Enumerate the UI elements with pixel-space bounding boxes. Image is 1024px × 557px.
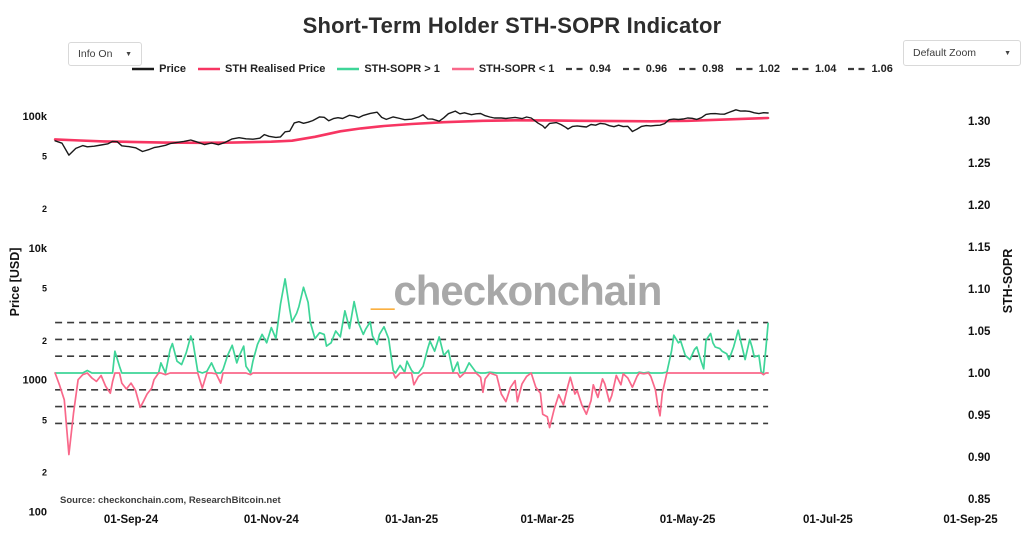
info-dropdown[interactable]: Info On ▼ [68, 42, 142, 66]
legend-swatch [848, 67, 867, 71]
x-axis-tick: 01-Jan-25 [385, 514, 439, 526]
legend-label: STH-SOPR > 1 [364, 63, 440, 75]
y-axis-tick-sopr: 1.25 [968, 158, 991, 170]
watermark: _checkonchain [371, 267, 662, 314]
y-axis-tick-sopr: 1.20 [968, 200, 990, 212]
legend-item-sth-sopr-1[interactable]: STH-SOPR > 1 [336, 63, 440, 75]
x-axis-tick: 01-May-25 [660, 514, 716, 526]
y-axis-tick-price: 10k [29, 243, 48, 255]
y-axis-tick-price: 5 [42, 152, 47, 162]
x-axis-tick: 01-Nov-24 [244, 514, 300, 526]
price-line [54, 109, 769, 156]
legend-label: 0.94 [589, 63, 611, 75]
y-axis-tick-sopr: 0.90 [968, 452, 990, 464]
y-axis-tick-sopr: 1.15 [968, 242, 991, 254]
page-title: Short-Term Holder STH-SOPR Indicator [302, 13, 722, 38]
y-axis-tick-price: 2 [42, 336, 47, 346]
y-axis-tick-sopr: 0.85 [968, 494, 991, 506]
y-axis-tick-sopr: 1.00 [968, 368, 990, 380]
x-axis-tick: 01-Sep-25 [943, 514, 998, 526]
watermark-text: checkonchain [393, 267, 662, 314]
legend-swatch [566, 67, 585, 71]
legend-item-0.96[interactable]: 0.96 [622, 63, 667, 75]
legend-item-0.94[interactable]: 0.94 [565, 63, 611, 75]
legend: Price STH Realised Price STH-SOPR > 1 STH-S… [0, 63, 1024, 75]
legend-item-sth-sopr-1[interactable]: STH-SOPR < 1 [451, 63, 555, 75]
y-axis-tick-sopr: 1.10 [968, 284, 990, 296]
legend-item-1.02[interactable]: 1.02 [735, 63, 780, 75]
watermark-underscore: _ [371, 267, 394, 314]
y-axis-tick-price: 5 [42, 415, 47, 425]
legend-swatch [198, 67, 221, 71]
zoom-dropdown-label: Default Zoom [913, 47, 977, 59]
legend-swatch [792, 67, 811, 71]
legend-swatch [132, 67, 155, 71]
legend-swatch [735, 67, 754, 71]
legend-label: 1.04 [815, 63, 837, 75]
legend-swatch [622, 67, 641, 71]
legend-item-sth-realised-price[interactable]: STH Realised Price [197, 63, 325, 75]
legend-swatch [337, 67, 360, 71]
info-dropdown-label: Info On [78, 48, 113, 60]
zoom-dropdown[interactable]: Default Zoom ▼ [903, 40, 1021, 66]
x-axis-tick: 01-Mar-25 [520, 514, 574, 526]
legend-label: 0.96 [645, 63, 668, 75]
x-axis-tick: 01-Jul-25 [803, 514, 853, 526]
legend-swatch [451, 67, 474, 71]
sth-realised-price-line [53, 116, 770, 145]
y-axis-title-sopr: STH-SOPR [1001, 248, 1015, 314]
y-axis-tick-price: 1000 [23, 375, 47, 387]
legend-swatch [679, 67, 698, 71]
legend-label: 1.06 [871, 63, 893, 75]
caret-down-icon: ▼ [125, 50, 132, 58]
legend-label: Price [159, 63, 187, 75]
y-axis-title-price: Price [USD] [8, 247, 22, 317]
legend-label: STH-SOPR < 1 [478, 63, 555, 75]
sth-sopr-above-1-line [54, 278, 769, 374]
x-axis-tick: 01-Sep-24 [104, 514, 159, 526]
y-axis-tick-price: 2 [42, 468, 47, 478]
legend-item-0.98[interactable]: 0.98 [678, 63, 724, 75]
caret-down-icon: ▼ [1004, 49, 1011, 57]
y-axis-tick-price: 2 [42, 204, 47, 214]
sth-sopr-below-1-line [54, 372, 769, 456]
y-axis-tick-sopr: 1.05 [968, 326, 991, 338]
legend-label: STH Realised Price [225, 63, 326, 75]
y-axis-tick-sopr: 0.95 [968, 410, 991, 422]
legend-item-1.06[interactable]: 1.06 [847, 63, 893, 75]
source-note: Source: checkonchain.com, ResearchBitcoi… [60, 495, 281, 506]
legend-label: 1.02 [758, 63, 781, 75]
legend-item-1.04[interactable]: 1.04 [791, 63, 836, 75]
y-axis-tick-price: 100k [23, 111, 48, 123]
y-axis-tick-price: 100 [29, 506, 47, 518]
y-axis-tick-price: 5 [42, 283, 47, 293]
y-axis-tick-sopr: 1.30 [968, 116, 990, 128]
legend-label: 0.98 [702, 63, 724, 75]
legend-item-price[interactable]: Price [131, 63, 186, 75]
